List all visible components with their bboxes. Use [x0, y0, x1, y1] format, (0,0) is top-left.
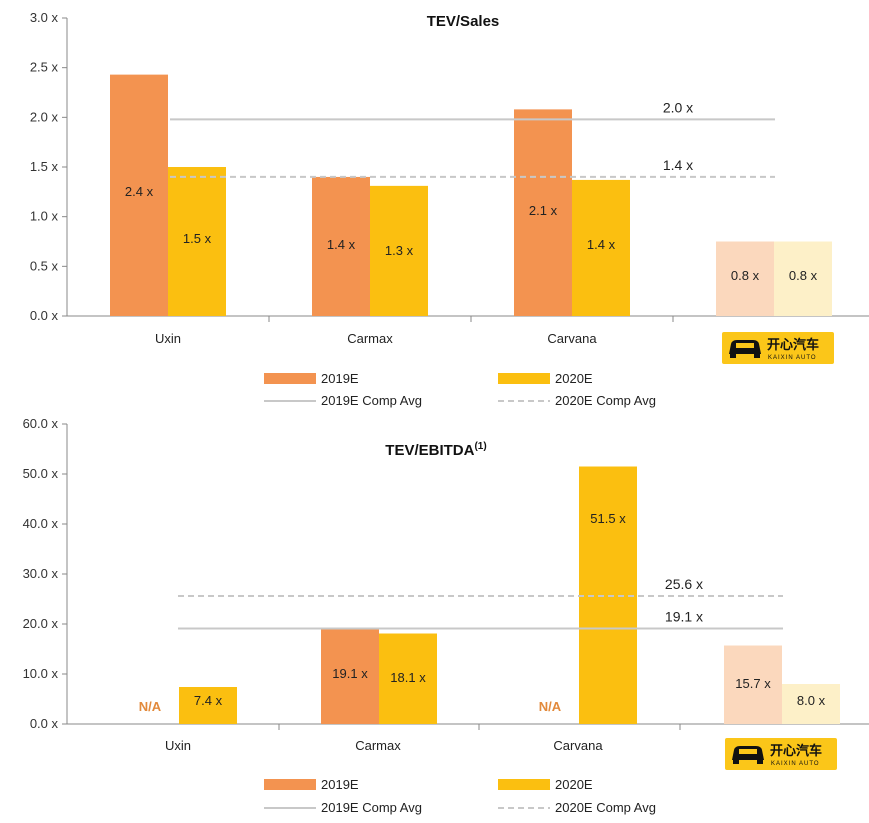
bar-2019e-kaixin: [716, 241, 774, 316]
chart-title: TEV/EBITDA(1): [385, 441, 486, 459]
bar-data-label: 0.8 x: [789, 268, 818, 283]
bar-data-label: 18.1 x: [390, 670, 426, 685]
comp-avg-2020e-label: 1.4 x: [663, 157, 693, 173]
car-wheel: [733, 759, 739, 764]
car-wheel: [757, 759, 763, 764]
y-tick-label: 0.0 x: [30, 308, 59, 323]
tev-ebitda-chart: TEV/EBITDA(1) 0.0 x 10.0 x 20.0 x 30.0 x 40.0…: [23, 416, 869, 815]
y-tick-label: 3.0 x: [30, 10, 59, 25]
bar-data-label: 8.0 x: [797, 693, 826, 708]
x-category-label: Carvana: [553, 738, 603, 753]
legend-swatch-2019e: [264, 373, 316, 384]
bar-data-label: 19.1 x: [332, 666, 368, 681]
y-tick-label: 20.0 x: [23, 616, 59, 631]
y-tick-label: 30.0 x: [23, 566, 59, 581]
bar-2019e-kaixin: [724, 645, 782, 724]
bar-data-label: 1.5 x: [183, 231, 212, 246]
kaixin-auto-logo: 开心汽车 KAIXIN AUTO: [722, 332, 834, 364]
y-tick-label: 2.0 x: [30, 109, 59, 124]
legend: 2019E 2020E 2019E Comp Avg 2020E Comp Avg: [264, 777, 656, 815]
kaixin-auto-logo: 开心汽车 KAIXIN AUTO: [725, 738, 837, 770]
x-category-label: Carmax: [347, 331, 393, 346]
legend: 2019E 2020E 2019E Comp Avg 2020E Comp Avg: [264, 371, 656, 408]
logo-en-text: KAIXIN AUTO: [771, 761, 820, 767]
legend-label-2020e: 2020E: [555, 777, 593, 792]
y-tick-label: 1.5 x: [30, 159, 59, 174]
y-tick-label: 0.5 x: [30, 258, 59, 273]
bar-data-label: 15.7 x: [735, 676, 771, 691]
bar-2020e-carvana: [572, 179, 630, 316]
legend-label-2019e: 2019E: [321, 777, 359, 792]
x-category-label: Uxin: [165, 738, 191, 753]
bar-2020e-uxin: [179, 687, 237, 724]
bar-2019e-carmax: [312, 176, 370, 316]
bar-2019e-uxin: [110, 74, 168, 317]
bar-data-label: 51.5 x: [590, 511, 626, 526]
logo-cn-text: 开心汽车: [767, 337, 819, 352]
bar-data-label: 2.1 x: [529, 203, 558, 218]
bar-data-label: 2.4 x: [125, 184, 154, 199]
y-tick-label: 50.0 x: [23, 466, 59, 481]
bar-2020e-carmax: [379, 633, 437, 724]
legend-label-2019e-avg: 2019E Comp Avg: [321, 393, 422, 408]
bar-data-label: 7.4 x: [194, 693, 223, 708]
x-category-label: Carvana: [547, 331, 597, 346]
legend-swatch-2020e: [498, 373, 550, 384]
comp-avg-2019e-label: 2.0 x: [663, 99, 693, 115]
tev-sales-chart: TEV/Sales 0.0 x 0.5 x 1.0 x 1.5 x 2.0 x 2.5 x 3…: [30, 10, 869, 408]
y-tick-label: 40.0 x: [23, 516, 59, 531]
logo-en-text: KAIXIN AUTO: [768, 355, 817, 361]
title-footnote-marker: (1): [474, 441, 486, 452]
comp-avg-2019e-label: 19.1 x: [665, 609, 703, 625]
legend-label-2020e-avg: 2020E Comp Avg: [555, 800, 656, 815]
legend-swatch-2019e: [264, 779, 316, 790]
bar-2020e-uxin: [168, 167, 226, 316]
bar-data-label: N/A: [139, 699, 162, 714]
chart-title: TEV/Sales: [427, 13, 500, 30]
legend-label-2020e-avg: 2020E Comp Avg: [555, 393, 656, 408]
car-wheel: [754, 353, 760, 358]
x-category-label: Uxin: [155, 331, 181, 346]
bar-data-label: 1.3 x: [385, 243, 414, 258]
y-tick-label: 2.5 x: [30, 60, 59, 75]
bar-data-label: 1.4 x: [327, 237, 356, 252]
legend-label-2020e: 2020E: [555, 371, 593, 386]
legend-swatch-2020e: [498, 779, 550, 790]
comp-avg-2020e-label: 25.6 x: [665, 576, 703, 592]
car-icon: [732, 746, 764, 764]
y-tick-label: 60.0 x: [23, 416, 59, 431]
y-tick-label: 10.0 x: [23, 666, 59, 681]
legend-label-2019e: 2019E: [321, 371, 359, 386]
bar-data-label: 0.8 x: [731, 268, 760, 283]
bar-2019e-carvana: [514, 109, 572, 317]
bar-data-label: 1.4 x: [587, 237, 616, 252]
bar-2020e-kaixin: [774, 241, 832, 316]
y-tick-label: 0.0 x: [30, 716, 59, 731]
y-tick-label: 1.0 x: [30, 209, 59, 224]
bar-2020e-kaixin: [782, 684, 840, 724]
car-icon: [729, 340, 761, 358]
bar-2019e-carmax: [321, 628, 379, 724]
logo-cn-text: 开心汽车: [770, 743, 822, 758]
car-wheel: [730, 353, 736, 358]
bar-2020e-carmax: [370, 185, 428, 316]
car-window: [739, 749, 757, 754]
car-window: [736, 343, 754, 348]
bar-data-label: N/A: [539, 699, 562, 714]
legend-label-2019e-avg: 2019E Comp Avg: [321, 800, 422, 815]
x-category-label: Carmax: [355, 738, 401, 753]
